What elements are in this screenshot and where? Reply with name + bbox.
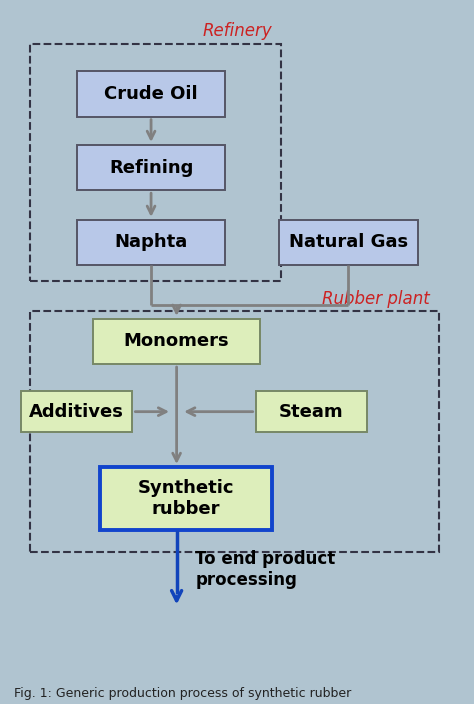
Text: Natural Gas: Natural Gas <box>289 234 408 251</box>
FancyBboxPatch shape <box>77 71 226 117</box>
FancyBboxPatch shape <box>279 220 418 265</box>
FancyBboxPatch shape <box>21 391 132 432</box>
FancyBboxPatch shape <box>93 319 260 364</box>
Text: Refinery: Refinery <box>202 23 272 40</box>
Text: Steam: Steam <box>279 403 344 421</box>
Text: To end product
processing: To end product processing <box>195 550 336 589</box>
Text: Fig. 1: Generic production process of synthetic rubber: Fig. 1: Generic production process of sy… <box>14 688 351 700</box>
Text: Crude Oil: Crude Oil <box>104 85 198 103</box>
Text: Rubber plant: Rubber plant <box>322 290 430 308</box>
Text: Refining: Refining <box>109 158 193 177</box>
FancyBboxPatch shape <box>77 220 226 265</box>
Text: Additives: Additives <box>29 403 124 421</box>
Text: Naphta: Naphta <box>114 234 188 251</box>
Bar <box>30 311 439 552</box>
FancyBboxPatch shape <box>77 145 226 190</box>
FancyBboxPatch shape <box>255 391 367 432</box>
Text: Monomers: Monomers <box>124 332 229 351</box>
Bar <box>30 44 281 282</box>
Text: Synthetic
rubber: Synthetic rubber <box>137 479 234 518</box>
FancyBboxPatch shape <box>100 467 272 530</box>
